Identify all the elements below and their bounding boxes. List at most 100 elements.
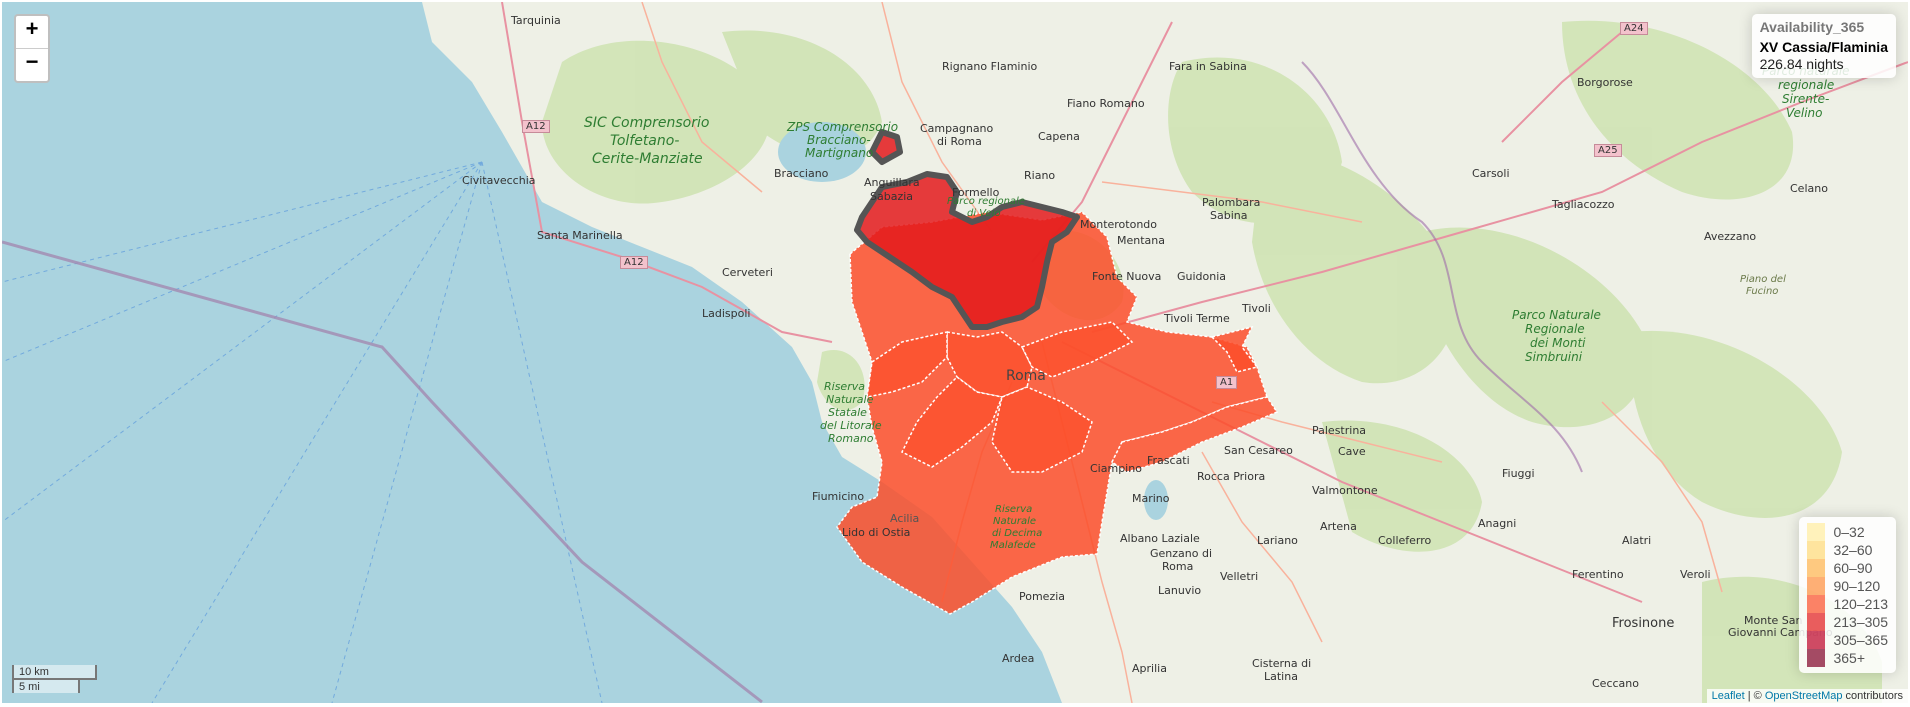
label-fara: Fara in Sabina bbox=[1169, 60, 1247, 73]
label-lido: Lido di Ostia bbox=[842, 526, 911, 539]
legend-label: 90–120 bbox=[1833, 578, 1881, 594]
legend: 0–32 32–60 60–90 90–120 120–213 213–305 305–36… bbox=[1799, 517, 1896, 673]
label-decima-4: Malafede bbox=[990, 540, 1036, 551]
info-value: 226.84 nights bbox=[1759, 56, 1844, 72]
attribution: Leaflet | © OpenStreetMap contributors bbox=[1706, 689, 1908, 703]
label-tagliacozzo: Tagliacozzo bbox=[1552, 198, 1615, 211]
label-cerveteri: Cerveteri bbox=[722, 266, 773, 279]
label-fiuggi: Fiuggi bbox=[1502, 467, 1535, 480]
label-marino: Marino bbox=[1132, 492, 1170, 505]
label-decima-2: Naturale bbox=[993, 516, 1037, 527]
label-pomezia: Pomezia bbox=[1019, 590, 1066, 603]
legend-row: 305–365 bbox=[1807, 631, 1888, 649]
leaflet-link[interactable]: Leaflet bbox=[1711, 690, 1745, 702]
municipio-southeast[interactable] bbox=[1111, 396, 1279, 473]
label-ladispoli: Ladispoli bbox=[702, 307, 751, 320]
legend-label: 32–60 bbox=[1833, 542, 1873, 558]
municipi-choropleth[interactable] bbox=[836, 211, 1279, 615]
label-ceccano: Ceccano bbox=[1592, 677, 1639, 690]
label-simbruini-1: Parco Naturale bbox=[1512, 308, 1601, 322]
label-cave: Cave bbox=[1338, 445, 1366, 458]
legend-swatch bbox=[1807, 595, 1826, 613]
legend-swatch bbox=[1807, 541, 1826, 559]
legend-row: 90–120 bbox=[1807, 577, 1888, 595]
label-genzano-2: Roma bbox=[1162, 560, 1194, 573]
maritime-boundary bbox=[2, 240, 763, 703]
label-anguillara-1: Anguillara bbox=[864, 176, 920, 189]
legend-label: 60–90 bbox=[1833, 560, 1873, 576]
label-borgorose: Borgorose bbox=[1577, 76, 1633, 89]
label-palombara-2: Sabina bbox=[1210, 209, 1248, 222]
label-zps-2: Bracciano- bbox=[807, 133, 871, 147]
legend-row: 0–32 bbox=[1807, 523, 1888, 541]
legend-row: 213–305 bbox=[1807, 613, 1888, 631]
label-zps-1: ZPS Comprensorio bbox=[787, 120, 899, 134]
label-palombara-1: Palombara bbox=[1202, 196, 1261, 209]
lake-albano bbox=[1144, 480, 1168, 520]
label-tivoli: Tivoli bbox=[1242, 302, 1271, 315]
label-roma: Roma bbox=[1006, 368, 1046, 384]
legend-row: 120–213 bbox=[1807, 595, 1888, 613]
label-frosinone: Frosinone bbox=[1612, 616, 1675, 631]
municipio-south[interactable] bbox=[991, 386, 1093, 473]
label-ferentino: Ferentino bbox=[1572, 568, 1624, 581]
label-simbruini-2: Regionale bbox=[1525, 322, 1585, 336]
label-veio-1: Parco regionale bbox=[947, 196, 1025, 207]
zoom-in-button[interactable]: + bbox=[25, 16, 39, 41]
label-guidonia: Guidonia bbox=[1177, 270, 1227, 283]
info-district-name: XV Cassia/Flaminia bbox=[1759, 39, 1888, 55]
road-shield-a12-north: A12 bbox=[522, 120, 550, 133]
municipio-east[interactable] bbox=[1020, 321, 1134, 378]
label-simbruini-3: dei Monti bbox=[1530, 336, 1586, 350]
label-sic-2: Tolfetano- bbox=[610, 133, 680, 149]
label-carsoli: Carsoli bbox=[1472, 167, 1510, 180]
attribution-sep: | © bbox=[1744, 690, 1765, 702]
label-palestrina: Palestrina bbox=[1312, 424, 1367, 437]
legend-swatch bbox=[1807, 631, 1826, 649]
label-fucino-1: Piano del bbox=[1740, 274, 1786, 285]
legend-label: 0–32 bbox=[1833, 524, 1865, 540]
municipio-east-tip[interactable] bbox=[1210, 325, 1259, 373]
road-shield-a1: A1 bbox=[1216, 376, 1238, 389]
label-frascati: Frascati bbox=[1147, 454, 1190, 467]
legend-label: 120–213 bbox=[1833, 596, 1888, 612]
label-zps-3: Martignano bbox=[805, 146, 874, 160]
label-velletri: Velletri bbox=[1220, 570, 1259, 583]
legend-swatch bbox=[1807, 613, 1826, 631]
label-monterotondo: Monterotondo bbox=[1080, 218, 1158, 231]
label-riserva-3: Statale bbox=[828, 406, 867, 419]
label-veroli: Veroli bbox=[1680, 568, 1711, 581]
label-alatri: Alatri bbox=[1622, 534, 1652, 547]
legend-label: 305–365 bbox=[1833, 632, 1888, 648]
label-aprilia: Aprilia bbox=[1132, 662, 1167, 675]
label-acilia: Acilia bbox=[890, 512, 920, 525]
selected-district-xv[interactable] bbox=[854, 129, 1080, 330]
sea bbox=[2, 2, 1062, 703]
legend-swatch bbox=[1807, 649, 1826, 667]
label-riserva-4: del Litorale bbox=[820, 419, 882, 432]
label-sic-1: SIC Comprensorio bbox=[584, 115, 710, 131]
label-monte-san-1: Monte San bbox=[1744, 614, 1803, 627]
label-riserva-2: Naturale bbox=[826, 393, 874, 406]
zoom-out-button[interactable]: − bbox=[16, 48, 48, 81]
osm-link[interactable]: OpenStreetMap bbox=[1764, 690, 1843, 702]
label-colleferro: Colleferro bbox=[1378, 534, 1432, 547]
municipio-centro[interactable] bbox=[946, 331, 1033, 398]
zoom-control: + − bbox=[14, 14, 50, 83]
region-border bbox=[1301, 61, 1583, 473]
municipio-west[interactable] bbox=[866, 331, 948, 398]
legend-label: 213–305 bbox=[1833, 614, 1888, 630]
label-anguillara-2: Sabazia bbox=[870, 190, 914, 203]
label-santa-marinella: Santa Marinella bbox=[537, 229, 623, 242]
lake-bracciano bbox=[778, 122, 866, 182]
road-shield-a24: A24 bbox=[1620, 22, 1648, 35]
label-fiumicino: Fiumicino bbox=[812, 490, 865, 503]
label-rocca-priora: Rocca Priora bbox=[1197, 470, 1266, 483]
label-civitavecchia: Civitavecchia bbox=[462, 174, 536, 187]
label-ciampino: Ciampino bbox=[1090, 462, 1142, 475]
label-mentana: Mentana bbox=[1117, 234, 1165, 247]
municipio-southwest[interactable] bbox=[900, 376, 1004, 468]
label-fonte-nuova: Fonte Nuova bbox=[1092, 270, 1162, 283]
